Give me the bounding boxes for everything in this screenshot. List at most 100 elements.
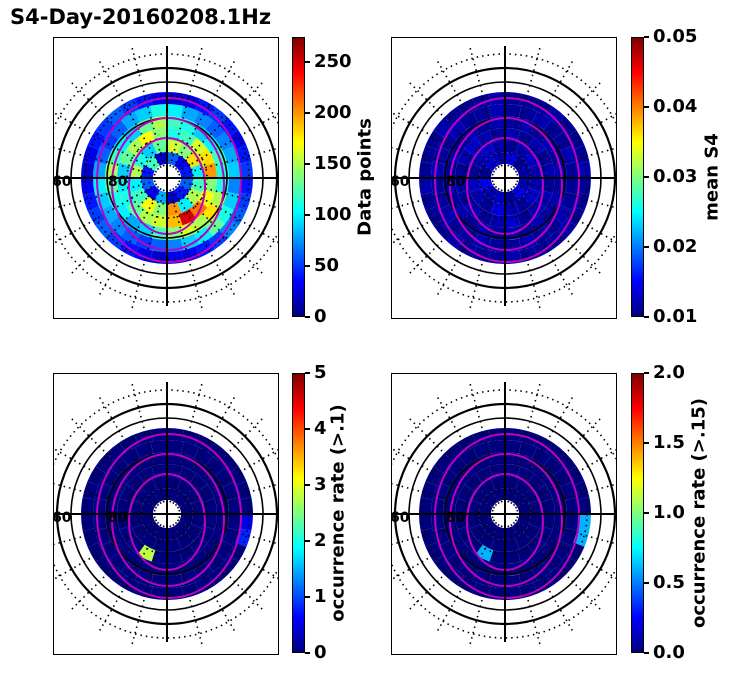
heatmap-cell xyxy=(457,484,475,503)
heatmap-cell xyxy=(419,178,433,195)
heatmap-cell xyxy=(505,152,518,166)
colorbar-tick-label: 0.01 xyxy=(653,306,698,327)
dotted-meridian xyxy=(392,183,496,245)
heatmap-cell xyxy=(136,557,155,574)
heatmap-cell xyxy=(527,473,546,492)
heatmap-cell xyxy=(192,124,211,143)
heatmap-cell xyxy=(467,514,481,529)
heatmap-cell xyxy=(565,161,579,178)
colorbar-tick-mark xyxy=(644,582,649,584)
heatmap-cell xyxy=(123,213,142,232)
heatmap-cell xyxy=(560,145,578,165)
dotted-meridian xyxy=(392,519,496,581)
heatmap-cell xyxy=(419,161,433,178)
dotted-meridian xyxy=(468,44,503,167)
heatmap-cell xyxy=(438,540,457,561)
colorbar-tick-mark xyxy=(305,540,310,542)
heatmap-cell xyxy=(120,447,141,466)
heatmap-cell xyxy=(553,131,572,152)
heatmap-cell xyxy=(517,501,531,514)
dotted-meridian xyxy=(512,415,604,507)
heatmap-cell xyxy=(516,208,535,226)
dotted-meridian xyxy=(514,183,616,244)
heatmap-cell xyxy=(176,478,194,496)
heatmap-cell xyxy=(505,104,522,118)
colorbar-occurrence-rate-015 xyxy=(631,373,644,653)
dotted-meridian xyxy=(514,519,616,580)
colorbar-tick-mark xyxy=(644,512,649,514)
heatmap-cell xyxy=(167,526,180,540)
heatmap-cell xyxy=(479,514,493,527)
colorbar-tick-label: 100 xyxy=(314,204,352,226)
colorbar-label-mean-s4: mean S4 xyxy=(699,37,725,317)
heatmap-cell xyxy=(505,202,520,216)
heatmap-cell xyxy=(560,191,578,211)
heatmap-cell xyxy=(185,523,203,541)
heatmap-cell xyxy=(517,557,536,574)
heatmap-cell xyxy=(131,151,149,169)
heatmap-cell xyxy=(523,487,541,505)
heatmap-cell xyxy=(119,98,139,117)
colorbar-tick-label: 0 xyxy=(314,306,327,327)
polar-plot-occurrence-rate-015: 60 80 xyxy=(391,373,617,655)
heatmap-cell xyxy=(167,488,180,502)
heatmap-cell xyxy=(140,142,158,160)
colorbar-tick: 250 xyxy=(305,52,375,72)
heatmap-cell xyxy=(93,514,107,531)
heatmap-cell xyxy=(222,527,240,547)
colorbar-tick: 4 xyxy=(305,419,375,439)
heatmap-cell xyxy=(174,185,190,201)
heatmap-cell xyxy=(120,111,141,130)
colorbar-tick: 0.05 xyxy=(644,27,714,47)
heatmap-cell xyxy=(154,152,167,166)
heatmap-cell xyxy=(152,476,167,490)
lat-label-60: 60 xyxy=(53,174,72,190)
heatmap-cell xyxy=(523,187,541,205)
colorbar-tick: 2.0 xyxy=(644,363,714,383)
heatmap-cell xyxy=(185,187,203,205)
heatmap-cell xyxy=(227,178,241,195)
lat-label-80: 80 xyxy=(108,174,128,190)
heatmap-cell xyxy=(541,162,555,178)
heatmap-cell xyxy=(93,161,107,178)
heatmap-cell xyxy=(433,555,453,575)
heatmap-cell xyxy=(467,178,481,193)
heatmap-cell xyxy=(215,204,234,225)
colorbar-title: Data points xyxy=(354,118,376,236)
heatmap-cell xyxy=(451,203,470,222)
heatmap-cell xyxy=(478,142,496,160)
heatmap-cell xyxy=(222,145,240,165)
dotted-meridian xyxy=(507,189,542,312)
dotted-meridian xyxy=(68,521,160,613)
colorbar-tick-label: 2.0 xyxy=(653,362,685,383)
heatmap-cell xyxy=(517,221,536,238)
heatmap-cell xyxy=(488,104,505,118)
heatmap-cell xyxy=(176,196,194,214)
magnetic-contour xyxy=(434,97,580,263)
heatmap-cell xyxy=(431,497,445,514)
heatmap-cell xyxy=(425,206,444,226)
colorbar-tick-mark xyxy=(305,596,310,598)
heatmap-cell xyxy=(81,497,95,514)
heatmap-cell xyxy=(425,130,444,150)
heatmap-cell xyxy=(531,111,552,130)
colorbar-tick-mark xyxy=(644,106,649,108)
colorbar-tick-label: 0.0 xyxy=(653,642,685,663)
lat-label-80: 80 xyxy=(108,510,128,526)
dotted-meridian xyxy=(514,112,616,173)
colorbar-tick-label: 2 xyxy=(314,530,327,551)
heatmap-cell xyxy=(514,142,532,160)
heatmap-cell xyxy=(152,538,167,552)
colorbar-tick-mark xyxy=(644,176,649,178)
heatmap-cell xyxy=(239,178,253,195)
heatmap-cell xyxy=(490,140,505,154)
dotted-meridian xyxy=(54,447,158,509)
dotted-meridian xyxy=(174,521,266,613)
dotted-meridian xyxy=(468,380,503,503)
magnetic-contour xyxy=(434,433,580,599)
heatmap-cell xyxy=(444,106,464,126)
dotted-meridian xyxy=(507,380,542,503)
heatmap-cell xyxy=(179,557,198,574)
heatmap-cell xyxy=(519,582,538,599)
dotted-meridian xyxy=(130,189,165,312)
